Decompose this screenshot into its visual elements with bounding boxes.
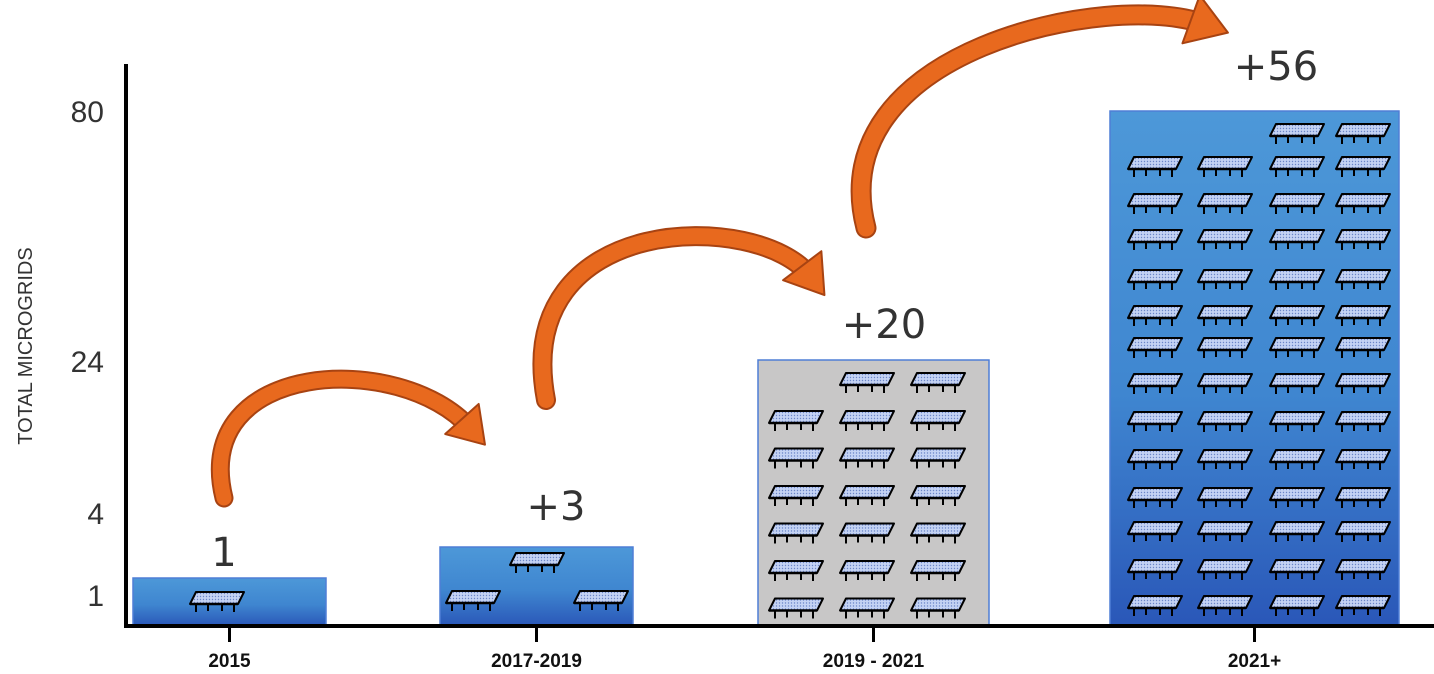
value-label: +20 xyxy=(842,302,926,348)
curved-arrow-icon xyxy=(850,0,1229,239)
y-tick-label: 4 xyxy=(87,498,104,531)
bar xyxy=(1109,110,1400,627)
y-tick-labels: 1 4 24 80 xyxy=(71,96,104,613)
growth-arrows xyxy=(210,0,1229,508)
value-label: +3 xyxy=(527,484,586,530)
curved-arrow-icon xyxy=(210,369,486,508)
y-axis-label: TOTAL MICROGRIDS xyxy=(15,247,37,444)
x-tick-label: 2017-2019 xyxy=(491,651,582,672)
x-tick-label: 2015 xyxy=(208,651,251,672)
y-tick-label: 24 xyxy=(71,346,104,379)
y-tick-label: 1 xyxy=(87,580,104,613)
x-tick-label: 2019 - 2021 xyxy=(823,651,925,672)
bars xyxy=(132,110,1400,627)
value-labels: 1 +3 +20 +56 xyxy=(211,44,1318,576)
y-tick-label: 80 xyxy=(71,96,104,129)
x-tick-labels: 2015 2017-2019 2019 - 2021 2021+ xyxy=(208,651,1281,672)
value-label: 1 xyxy=(211,530,236,576)
x-axis-ticks xyxy=(228,626,1256,642)
value-label: +56 xyxy=(1234,44,1318,90)
curved-arrow-icon xyxy=(532,226,826,410)
x-tick-label: 2021+ xyxy=(1228,651,1281,672)
